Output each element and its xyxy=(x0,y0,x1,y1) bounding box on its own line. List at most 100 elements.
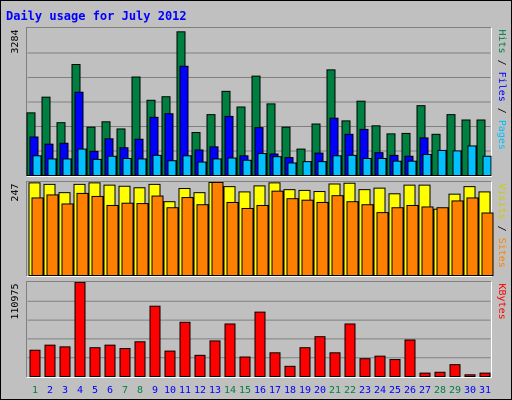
day-label-8: 8 xyxy=(137,385,143,396)
day-label-24: 24 xyxy=(374,385,386,396)
panel-visits_sites-legend-part-2: Sites xyxy=(496,238,507,268)
day-label-9: 9 xyxy=(152,385,158,396)
panel-kbytes-bar-kbytes-day-23 xyxy=(359,358,371,378)
panel-hits_files_pages-box-light xyxy=(26,27,492,177)
panel-hits_files_pages-bar-pages-day-13 xyxy=(212,158,222,176)
panel-visits_sites-bar-sites-day-3 xyxy=(61,203,74,276)
panel-kbytes-bar-kbytes-day-25 xyxy=(389,359,401,377)
day-label-16: 16 xyxy=(254,385,266,396)
panel-visits_sites-bar-sites-day-13 xyxy=(211,182,224,276)
day-label-7: 7 xyxy=(122,385,128,396)
day-label-19: 19 xyxy=(299,385,311,396)
day-label-3: 3 xyxy=(62,385,68,396)
day-label-27: 27 xyxy=(419,385,431,396)
panel-visits_sites-bar-sites-day-26 xyxy=(406,204,419,276)
panel-kbytes-bar-kbytes-day-8 xyxy=(134,341,146,377)
day-label-14: 14 xyxy=(224,385,236,396)
panel-hits_files_pages-bar-pages-day-9 xyxy=(152,154,162,177)
day-label-1: 1 xyxy=(32,385,38,396)
day-label-21: 21 xyxy=(329,385,341,396)
day-label-13: 13 xyxy=(209,385,221,396)
panel-visits_sites-bar-sites-day-27 xyxy=(421,206,434,276)
panel-hits_files_pages-bar-pages-day-1 xyxy=(32,155,42,176)
panel-hits_files_pages-bar-pages-day-11 xyxy=(182,155,192,176)
panel-kbytes-bar-kbytes-day-18 xyxy=(284,365,296,377)
panel-hits_files_pages-bar-pages-day-18 xyxy=(287,162,297,177)
panel-kbytes-bar-kbytes-day-31 xyxy=(479,372,491,377)
panel-hits_files_pages-bar-pages-day-28 xyxy=(437,149,447,177)
panel-visits_sites-bar-sites-day-30 xyxy=(466,197,479,276)
panel-kbytes-bar-kbytes-day-4 xyxy=(74,282,86,377)
panel-hits_files_pages-max-label: 3284 xyxy=(10,30,21,54)
panel-visits_sites-bar-sites-day-11 xyxy=(181,197,194,276)
day-label-10: 10 xyxy=(164,385,176,396)
panel-hits_files_pages-legend-part-1: / xyxy=(496,54,507,72)
day-label-28: 28 xyxy=(434,385,446,396)
panel-kbytes-bar-kbytes-day-28 xyxy=(434,371,446,377)
panel-visits_sites-bar-sites-day-10 xyxy=(166,207,179,276)
panel-visits_sites-bar-sites-day-8 xyxy=(136,203,149,276)
panel-visits_sites-bar-sites-day-31 xyxy=(481,212,494,276)
panel-visits_sites-bar-sites-day-18 xyxy=(286,198,299,276)
panel-kbytes-bar-kbytes-day-15 xyxy=(239,356,251,377)
panel-hits_files_pages-bar-pages-day-30 xyxy=(467,145,477,176)
panel-kbytes-bar-kbytes-day-14 xyxy=(224,323,236,378)
panel-visits_sites-bar-sites-day-5 xyxy=(91,195,104,276)
panel-visits_sites-bar-sites-day-4 xyxy=(76,192,89,276)
panel-visits_sites-bar-sites-day-12 xyxy=(196,204,209,276)
panel-hits_files_pages-bar-pages-day-8 xyxy=(137,158,147,176)
panel-hits_files_pages-bar-pages-day-26 xyxy=(407,160,417,177)
panel-visits_sites-bar-sites-day-1 xyxy=(31,197,44,276)
panel-kbytes-side-legend: KBytes xyxy=(496,284,507,320)
panel-kbytes-bar-kbytes-day-29 xyxy=(449,364,461,378)
panel-kbytes-bar-kbytes-day-26 xyxy=(404,339,416,378)
panel-hits_files_pages-bar-pages-day-27 xyxy=(422,153,432,177)
panel-hits_files_pages-bar-pages-day-10 xyxy=(167,160,177,176)
panel-visits_sites-bar-sites-day-29 xyxy=(451,200,464,276)
panel-kbytes-bar-kbytes-day-24 xyxy=(374,355,386,378)
panel-kbytes-bar-kbytes-day-13 xyxy=(209,340,221,377)
panel-visits_sites-bar-sites-day-28 xyxy=(436,207,449,276)
panel-kbytes-bar-kbytes-day-12 xyxy=(194,354,206,378)
panel-hits_files_pages-bar-hits-day-31 xyxy=(476,119,486,177)
panel-visits_sites-bar-sites-day-24 xyxy=(376,212,389,277)
panel-kbytes-bar-kbytes-day-5 xyxy=(89,347,101,377)
panel-hits_files_pages-bar-pages-day-3 xyxy=(62,158,72,176)
panel-visits_sites-max-label: 247 xyxy=(10,184,21,202)
day-label-6: 6 xyxy=(107,385,113,396)
panel-hits_files_pages-bar-pages-day-23 xyxy=(362,157,372,176)
panel-visits_sites-bar-sites-day-7 xyxy=(121,202,134,276)
panel-kbytes-bar-kbytes-day-20 xyxy=(314,336,326,378)
panel-hits_files_pages-bar-pages-day-4 xyxy=(77,148,87,176)
panel-kbytes-bar-kbytes-day-21 xyxy=(329,352,341,378)
day-label-11: 11 xyxy=(179,385,191,396)
panel-kbytes-bar-kbytes-day-1 xyxy=(29,349,41,377)
panel-visits_sites-bar-sites-day-14 xyxy=(226,201,239,276)
panel-kbytes-box-light xyxy=(26,281,492,378)
panel-visits_sites-bar-sites-day-15 xyxy=(241,207,254,276)
panel-hits_files_pages-legend-part-2: Files xyxy=(496,72,507,102)
panel-kbytes-bar-kbytes-day-22 xyxy=(344,323,356,378)
panel-kbytes-bar-kbytes-day-30 xyxy=(464,374,476,378)
panel-hits_files_pages-bar-pages-day-7 xyxy=(122,157,132,176)
panel-hits_files_pages-bar-pages-day-19 xyxy=(302,161,312,176)
panel-kbytes-max-label: 110975 xyxy=(10,284,21,320)
panel-hits_files_pages-legend-part-3: / xyxy=(496,102,507,120)
panel-hits_files_pages-bar-pages-day-17 xyxy=(272,156,282,176)
day-label-30: 30 xyxy=(464,385,476,396)
panel-visits_sites-bar-sites-day-25 xyxy=(391,207,404,276)
panel-visits_sites-legend-part-1: / xyxy=(496,220,507,238)
panel-hits_files_pages-bar-pages-day-24 xyxy=(377,157,387,176)
day-label-31: 31 xyxy=(479,385,491,396)
day-label-26: 26 xyxy=(404,385,416,396)
panel-hits_files_pages-bar-pages-day-16 xyxy=(257,153,267,176)
day-label-17: 17 xyxy=(269,385,281,396)
panel-hits_files_pages-legend-part-0: Hits xyxy=(496,30,507,54)
panel-visits_sites-legend-part-0: Visits xyxy=(496,184,507,220)
day-label-25: 25 xyxy=(389,385,401,396)
day-label-18: 18 xyxy=(284,385,296,396)
day-label-2: 2 xyxy=(47,385,53,396)
day-label-15: 15 xyxy=(239,385,251,396)
